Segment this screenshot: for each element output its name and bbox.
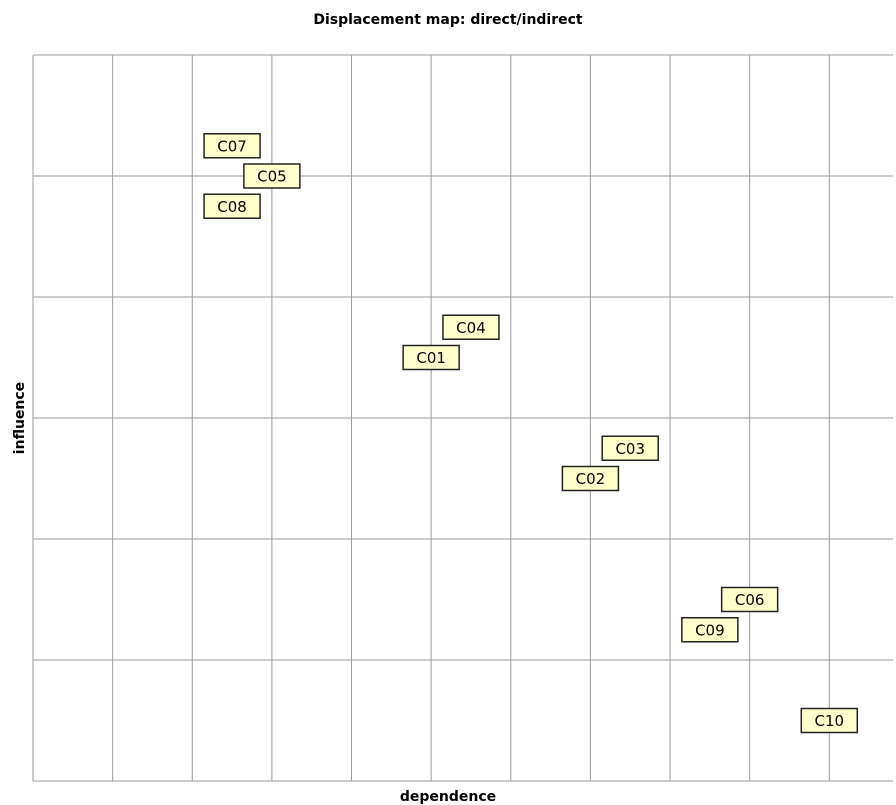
point-label: C07 xyxy=(217,137,247,155)
point-label: C06 xyxy=(735,591,765,609)
point-label: C10 xyxy=(815,712,845,730)
point-label: C03 xyxy=(615,440,645,458)
point-label: C09 xyxy=(695,621,725,639)
point-label: C02 xyxy=(576,470,606,488)
point-label: C05 xyxy=(257,168,287,186)
point-label: C04 xyxy=(456,319,486,337)
point-label: C08 xyxy=(217,198,247,216)
point-label: C01 xyxy=(416,349,446,367)
page: Displacement map: direct/indirect depend… xyxy=(0,0,896,805)
chart-title: Displacement map: direct/indirect xyxy=(313,12,583,28)
x-axis-label: dependence xyxy=(400,789,496,805)
y-axis-label: influence xyxy=(12,382,28,454)
chart: Displacement map: direct/indirect depend… xyxy=(0,0,896,805)
